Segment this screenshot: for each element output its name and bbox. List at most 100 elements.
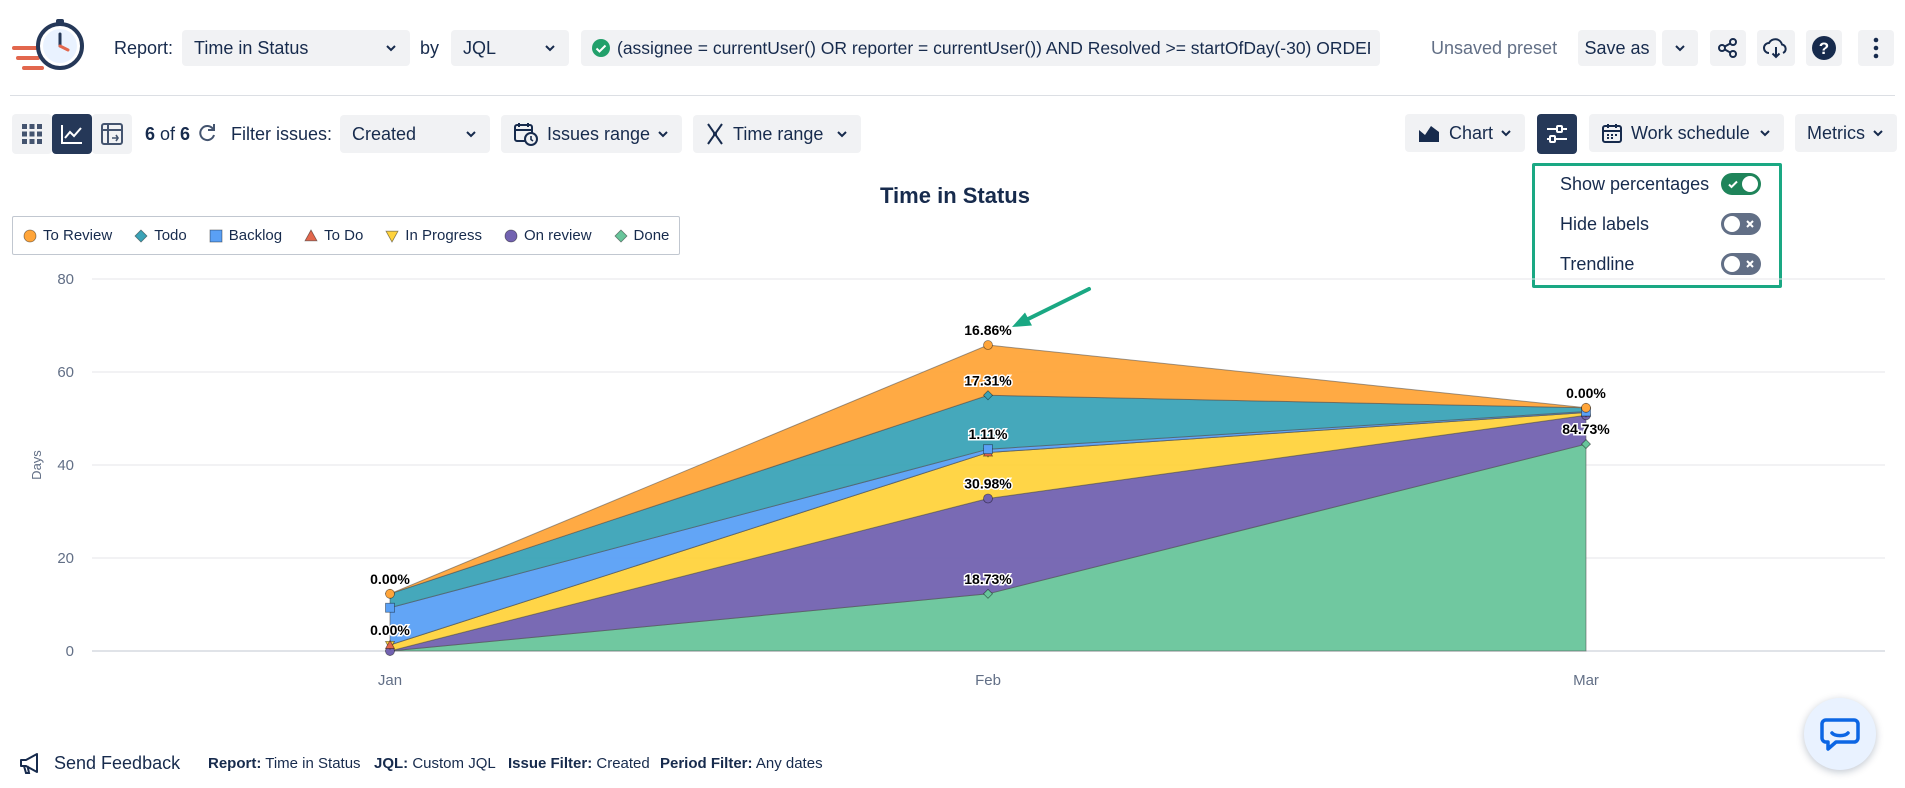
share-button[interactable]	[1710, 30, 1746, 66]
by-select[interactable]: JQL	[451, 30, 569, 66]
legend-marker	[504, 229, 518, 242]
legend-item-to-do[interactable]: To Do	[304, 227, 363, 244]
filter-issues-select[interactable]: Created	[340, 115, 490, 153]
by-select-value: JQL	[463, 37, 497, 58]
footer-issue-filter-value: Created	[596, 755, 650, 772]
time-range-icon	[707, 123, 723, 145]
line-chart-icon	[61, 125, 82, 144]
metrics-button[interactable]: Metrics	[1795, 114, 1897, 152]
point-to-review	[385, 588, 395, 599]
cloud-download-icon	[1763, 38, 1787, 59]
chevron-down-icon	[545, 45, 555, 52]
legend-item-to-review[interactable]: To Review	[23, 227, 112, 244]
hide-labels-toggle[interactable]	[1721, 213, 1761, 235]
issue-count-current: 6	[145, 124, 156, 144]
grid-icon	[22, 124, 42, 144]
share-icon	[1718, 38, 1737, 58]
save-as-button[interactable]: Save as	[1578, 30, 1656, 66]
pivot-view-button[interactable]	[92, 114, 132, 154]
x-tick-label: Feb	[975, 672, 1001, 689]
x-tick-label: Mar	[1573, 672, 1599, 689]
chevron-down-icon	[1760, 130, 1770, 137]
data-label-to-review: 16.86%	[964, 322, 1012, 338]
footer-jql: JQL: Custom JQL	[374, 755, 496, 772]
svg-text:?: ?	[1819, 39, 1829, 58]
toggle-knob	[1742, 176, 1758, 192]
chart-view-button[interactable]	[52, 114, 92, 154]
point-on-review	[983, 493, 993, 504]
chevron-down-icon	[466, 131, 476, 138]
annotation-arrow	[1012, 287, 1091, 327]
by-label: by	[420, 38, 440, 58]
trendline-row: Trendline	[1535, 244, 1779, 284]
chat-support-button[interactable]	[1804, 698, 1876, 770]
data-label-done: 18.73%	[964, 571, 1012, 587]
time-range-button[interactable]: Time range	[693, 115, 861, 153]
calendar-icon	[1602, 124, 1622, 143]
refresh-button[interactable]	[196, 122, 218, 144]
trendline-toggle[interactable]	[1721, 253, 1761, 275]
chart-type-label: Chart	[1449, 122, 1494, 143]
header-divider	[10, 95, 1895, 96]
jql-query-field[interactable]: (assignee = currentUser() OR reporter = …	[581, 30, 1380, 66]
megaphone-icon	[20, 753, 38, 774]
data-label-backlog: 1.11%	[969, 426, 1008, 442]
footer-period-filter-key: Period Filter:	[660, 755, 753, 772]
check-icon	[1728, 180, 1738, 189]
footer-period-filter-value: Any dates	[755, 755, 823, 772]
chart-type-button[interactable]: Chart	[1405, 114, 1525, 152]
legend-label: In Progress	[405, 227, 482, 244]
legend-item-on-review[interactable]: On review	[504, 227, 592, 244]
legend-marker	[134, 228, 148, 243]
legend-label: To Do	[324, 227, 364, 244]
legend-marker	[23, 229, 37, 242]
point-to-review	[983, 340, 993, 350]
filter-issues-value: Created	[352, 123, 417, 144]
legend-item-done[interactable]: Done	[613, 227, 670, 244]
y-tick-label: 80	[57, 271, 74, 288]
legend-marker	[209, 229, 223, 242]
issue-count: 6 of 6	[145, 124, 190, 145]
legend-label: Done	[633, 227, 670, 244]
legend-item-in-progress[interactable]: In Progress	[385, 227, 482, 244]
footer-issue-filter-key: Issue Filter:	[508, 755, 593, 772]
legend-item-todo[interactable]: Todo	[134, 227, 187, 244]
jql-query-text: (assignee = currentUser() OR reporter = …	[617, 37, 1370, 58]
area-chart-icon	[1419, 126, 1439, 142]
chat-icon	[1820, 718, 1860, 751]
issues-range-button[interactable]: Issues range	[501, 115, 682, 153]
report-select[interactable]: Time in Status	[182, 30, 410, 66]
chart-settings-panel: Show percentages Hide labels Trendline	[1532, 163, 1782, 288]
chevron-down-icon	[386, 45, 396, 52]
help-button[interactable]: ?	[1806, 30, 1842, 66]
chevron-down-icon	[1675, 45, 1685, 52]
refresh-icon	[199, 124, 215, 142]
more-options-button[interactable]	[1858, 30, 1894, 66]
send-feedback-button[interactable]: Send Feedback	[18, 751, 180, 775]
data-label-todo: 17.31%	[964, 372, 1012, 388]
time-range-label: Time range	[733, 123, 824, 144]
point-backlog	[385, 602, 395, 613]
check-circle-icon	[592, 39, 610, 57]
show-percentages-toggle[interactable]	[1721, 173, 1761, 195]
issue-count-total: 6	[180, 124, 191, 144]
close-icon	[1746, 220, 1754, 228]
point-todo	[982, 390, 994, 401]
x-tick-label: Jan	[378, 672, 402, 689]
chevron-down-icon	[1873, 130, 1883, 137]
metrics-label: Metrics	[1807, 122, 1865, 143]
work-schedule-button[interactable]: Work schedule	[1589, 114, 1784, 152]
more-vertical-icon	[1873, 37, 1879, 59]
point-backlog	[983, 444, 993, 455]
y-tick-label: 60	[57, 364, 74, 381]
legend-item-backlog[interactable]: Backlog	[209, 227, 282, 244]
y-tick-label: 0	[66, 643, 74, 660]
export-button[interactable]	[1757, 30, 1795, 66]
chevron-down-icon	[837, 131, 847, 138]
save-options-button[interactable]	[1662, 30, 1698, 66]
grid-view-button[interactable]	[12, 114, 52, 154]
help-icon: ?	[1812, 36, 1836, 60]
trendline-label: Trendline	[1560, 253, 1635, 274]
chart-legend: To Review Todo Backlog To Do In Progress On r…	[12, 216, 681, 255]
chart-settings-button[interactable]	[1537, 114, 1577, 154]
